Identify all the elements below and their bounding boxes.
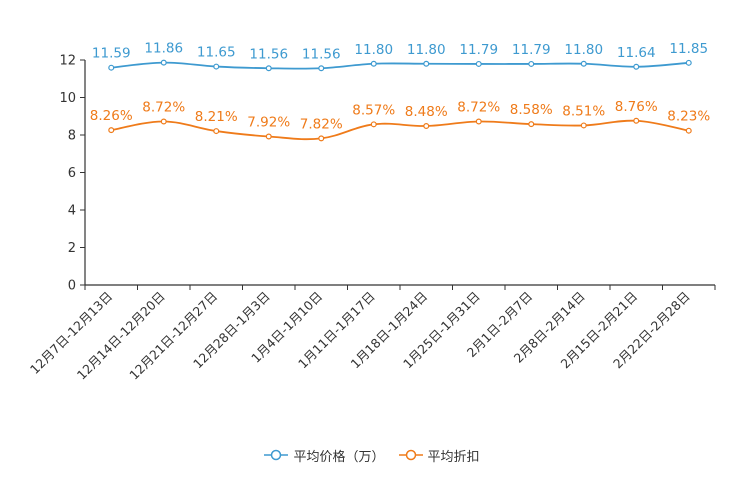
data-label: 8.48% [405,104,448,120]
data-point[interactable] [160,118,167,125]
data-point[interactable] [213,63,220,70]
data-label: 8.23% [667,109,710,125]
data-point[interactable] [685,59,692,66]
y-axis: 0 2 4 6 8 10 12 [59,54,86,294]
data-point[interactable] [685,127,692,134]
data-label: 8.76% [615,99,658,115]
data-label: 11.56 [302,46,341,62]
x-tick-label: 12月21日-12月27日 [126,289,220,383]
data-point[interactable] [318,135,325,142]
data-point[interactable] [633,63,640,70]
data-point[interactable] [370,60,377,67]
legend-line-circle-icon [398,449,423,461]
data-label: 11.79 [459,42,498,58]
x-tick-label: 12月14日-12月20日 [74,289,168,383]
legend-item-discount[interactable]: 平均折扣 [398,446,480,465]
data-label: 11.79 [512,42,551,58]
data-label: 11.80 [564,42,603,58]
data-label: 11.65 [197,45,236,61]
data-point[interactable] [528,121,535,128]
data-point[interactable] [528,60,535,67]
legend: 平均价格（万） 平均折扣 [0,444,744,466]
y-tick-label: 12 [59,54,76,69]
data-point[interactable] [475,60,482,67]
data-label: 8.26% [90,108,133,124]
legend-line-circle-icon [264,449,289,461]
data-point[interactable] [265,133,272,140]
data-point[interactable] [633,117,640,124]
data-point[interactable] [423,60,430,67]
data-label: 8.21% [195,109,238,125]
data-point[interactable] [370,121,377,128]
data-label: 8.51% [562,103,605,119]
y-tick-label: 4 [68,204,76,219]
y-tick-label: 2 [68,241,76,256]
legend-item-price[interactable]: 平均价格（万） [264,446,385,465]
data-label: 11.80 [354,42,393,58]
legend-label-discount: 平均折扣 [427,449,480,465]
data-label: 8.58% [510,102,553,118]
series-line [111,119,689,141]
data-label: 7.92% [247,115,290,131]
data-point[interactable] [580,122,587,129]
y-tick-label: 0 [68,279,76,294]
data-label: 8.72% [457,100,500,116]
data-label: 8.57% [352,102,395,118]
line-chart: 0 2 4 6 8 10 12 12月7日-12月13日12月14日-12月20日12月21… [27,41,716,383]
data-label: 11.80 [407,42,446,58]
legend-label-price: 平均价格（万） [293,449,385,465]
series-line [111,61,689,70]
data-point[interactable] [318,65,325,72]
data-point[interactable] [580,60,587,67]
x-axis: 12月7日-12月13日12月14日-12月20日12月21日-12月27日12… [27,284,716,383]
data-point[interactable] [160,59,167,66]
series-0: 11.59 11.86 11.65 11.56 11.56 11.80 11.80 11.79… [92,41,708,72]
series-layer: 11.59 11.86 11.65 11.56 11.56 11.80 11.80 11.79… [90,41,710,142]
data-label: 8.72% [142,100,185,116]
data-label: 11.56 [249,46,288,62]
data-point[interactable] [423,122,430,129]
data-label: 11.59 [92,46,131,62]
data-label: 11.64 [617,45,656,61]
data-label: 11.85 [669,41,708,57]
y-tick-label: 8 [68,129,76,144]
series-1: 8.26% 8.72% 8.21% 7.92% 7.82% 8.57% 8.48% 8.72%… [90,99,710,142]
data-label: 7.82% [300,116,343,132]
data-point[interactable] [475,118,482,125]
y-tick-label: 6 [68,166,76,181]
data-point[interactable] [108,64,115,71]
data-point[interactable] [108,127,115,134]
data-point[interactable] [213,128,220,135]
data-label: 11.86 [144,41,183,57]
y-tick-label: 10 [59,91,76,106]
data-point[interactable] [265,65,272,72]
